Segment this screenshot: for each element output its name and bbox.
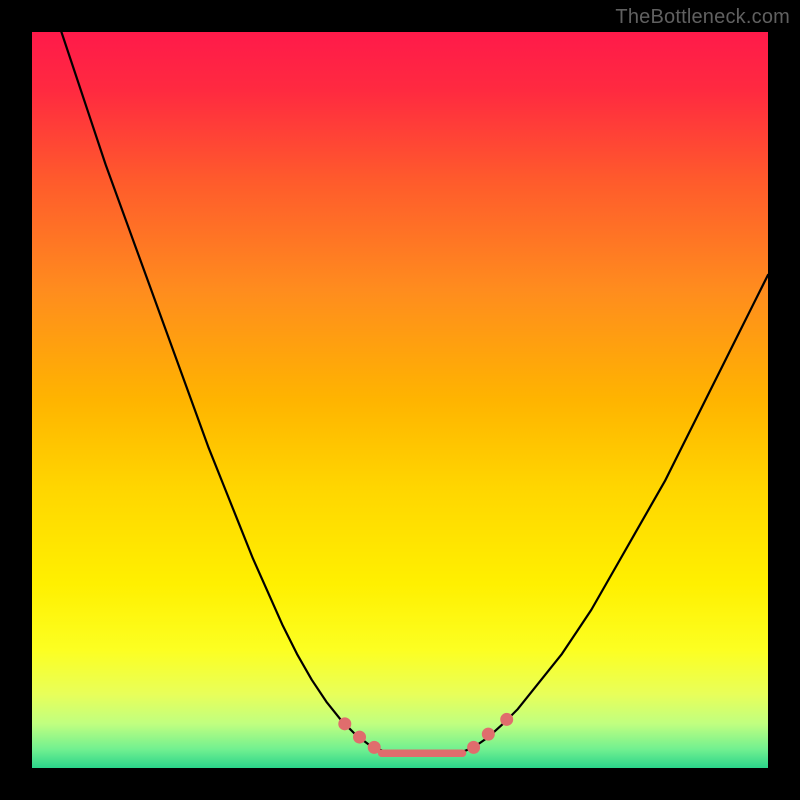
marker-point: [338, 717, 351, 730]
marker-point: [500, 713, 513, 726]
gradient-background: [32, 32, 768, 768]
marker-point: [368, 741, 381, 754]
outer-frame: TheBottleneck.com: [0, 0, 800, 800]
plot-area: [32, 32, 768, 768]
watermark-text: TheBottleneck.com: [615, 6, 790, 29]
marker-point: [353, 731, 366, 744]
marker-point: [482, 728, 495, 741]
marker-point: [467, 741, 480, 754]
bottleneck-curve-chart: [32, 32, 768, 768]
